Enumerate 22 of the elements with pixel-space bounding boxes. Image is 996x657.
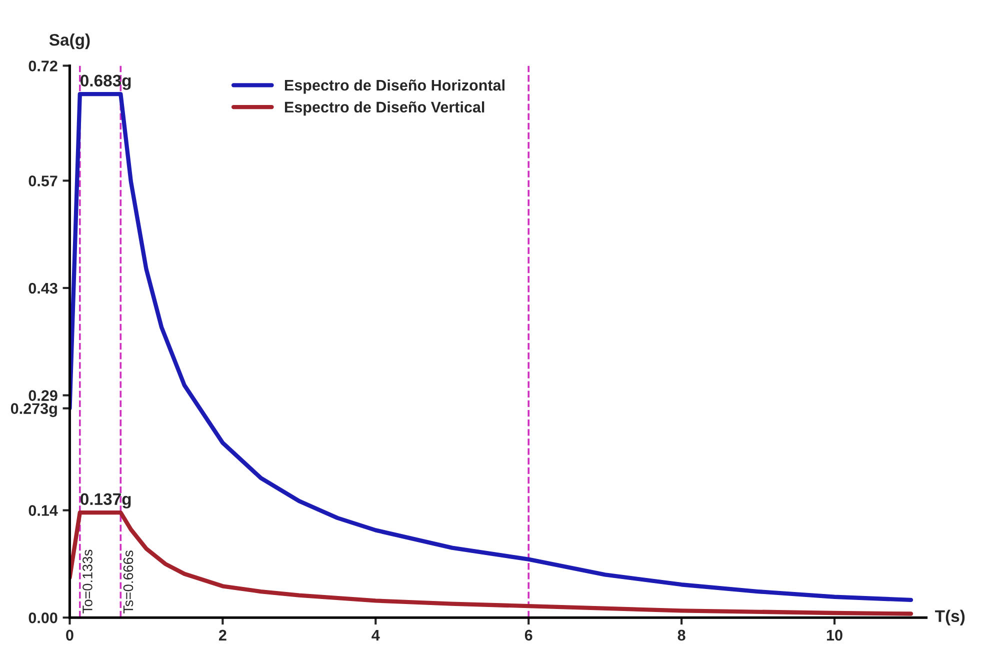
x-tick-label: 6 (524, 630, 532, 641)
y-tick-label: 0.57 (28, 176, 58, 186)
x-tick-label: 0 (66, 630, 74, 641)
x-tick-label: 2 (218, 630, 226, 640)
x-tick-label: 8 (678, 630, 686, 641)
y-tick-label: 0.00 (28, 612, 58, 624)
y-tick-label: 0.29 (28, 390, 58, 401)
annotation: 0.683g (80, 74, 131, 90)
y-tick-label: 0.14 (28, 505, 58, 516)
x-tick-label: 4 (372, 630, 380, 640)
legend-label: Espectro de Diseño Vertical (284, 101, 484, 116)
y-tick-label: 0.72 (28, 60, 58, 72)
y-tick-label: 0.43 (28, 282, 58, 294)
y-axis-title: Sa(g) (49, 34, 90, 50)
y-tick-label: 0.273g (10, 403, 57, 418)
ref-line-label: Ts=0.666s (123, 550, 134, 614)
legend-label: Espectro de Diseño Horizontal (284, 79, 504, 94)
line-series (70, 510, 914, 616)
annotation: 0.137g (80, 493, 131, 508)
ref-line-label: To=0.133s (82, 550, 92, 614)
x-tick-label: 10 (826, 630, 842, 641)
x-axis-title: T(s) (935, 610, 965, 626)
